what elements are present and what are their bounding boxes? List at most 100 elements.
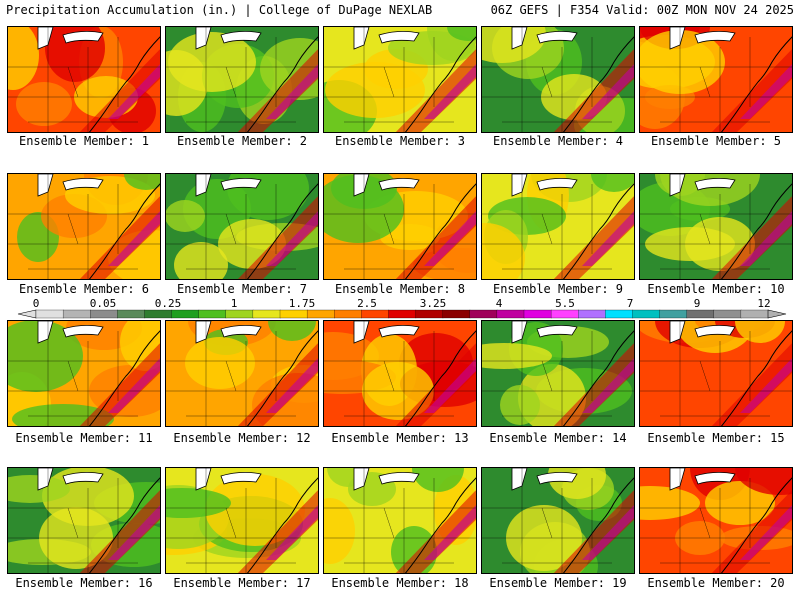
member-map — [7, 173, 161, 280]
member-map — [165, 173, 319, 280]
member-caption: Ensemble Member: 4 — [492, 134, 624, 148]
colorbar-swatch — [605, 309, 634, 319]
member-map — [639, 26, 793, 133]
member-map — [323, 467, 477, 574]
member-caption: Ensemble Member: 5 — [650, 134, 782, 148]
legend-tick-label: 12 — [757, 297, 771, 310]
member-map — [639, 320, 793, 427]
member-map — [323, 26, 477, 133]
member-map — [7, 26, 161, 133]
colorbar-swatch — [361, 309, 390, 319]
precip-map — [324, 468, 476, 573]
member-map — [323, 173, 477, 280]
member-map — [7, 320, 161, 427]
colorbar-swatch — [225, 309, 254, 319]
colorbar-swatch — [469, 309, 498, 319]
colorbar-swatch — [62, 309, 91, 319]
colorbar-swatch — [659, 309, 688, 319]
legend-tick-label: 2.5 — [357, 297, 377, 310]
precip-map — [640, 321, 792, 426]
member-map — [165, 467, 319, 574]
colorbar-swatch — [550, 309, 579, 319]
member-caption: Ensemble Member: 17 — [173, 576, 311, 590]
colorbar-swatch — [496, 309, 525, 319]
precip-map — [482, 321, 634, 426]
member-caption: Ensemble Member: 19 — [489, 576, 627, 590]
legend-tick-label: 1 — [230, 297, 238, 310]
member-caption: Ensemble Member: 9 — [492, 282, 624, 296]
legend-tick-label: 0 — [32, 297, 40, 310]
precip-map — [640, 27, 792, 132]
colorbar-swatch — [144, 309, 173, 319]
member-caption: Ensemble Member: 20 — [647, 576, 785, 590]
colorbar-swatch — [306, 309, 335, 319]
member-caption: Ensemble Member: 11 — [15, 431, 153, 445]
member-map — [639, 467, 793, 574]
member-map — [481, 26, 635, 133]
member-caption: Ensemble Member: 3 — [334, 134, 466, 148]
colorbar-swatch — [523, 309, 552, 319]
colorbar-swatch — [578, 309, 606, 319]
legend-tick-label: 7 — [626, 297, 634, 310]
legend-tick-label: 0.05 — [89, 297, 117, 310]
precip-map — [482, 468, 634, 573]
member-caption: Ensemble Member: 10 — [647, 282, 785, 296]
legend-tick-label: 3.25 — [419, 297, 447, 310]
colorbar-swatch — [334, 309, 362, 319]
precip-map — [324, 321, 476, 426]
member-caption: Ensemble Member: 8 — [334, 282, 466, 296]
precip-map — [8, 468, 160, 573]
precip-map — [166, 27, 318, 132]
member-caption: Ensemble Member: 15 — [647, 431, 785, 445]
precip-map — [166, 174, 318, 279]
precip-map — [482, 174, 634, 279]
colorbar-swatch — [442, 309, 471, 319]
colorbar-swatch — [740, 309, 769, 319]
legend-tick-label: 4 — [495, 297, 503, 310]
member-map — [481, 467, 635, 574]
colorbar-swatch — [171, 309, 200, 319]
colorbar-swatch — [279, 309, 308, 319]
colorbar-swatch — [686, 309, 715, 319]
precip-map — [640, 468, 792, 573]
colorbar-swatch — [713, 309, 742, 319]
member-caption: Ensemble Member: 6 — [18, 282, 150, 296]
member-caption: Ensemble Member: 1 — [18, 134, 150, 148]
precip-map — [482, 27, 634, 132]
colorbar-swatch — [415, 309, 444, 319]
member-map — [639, 173, 793, 280]
colorbar-swatch — [198, 309, 227, 319]
colorbar — [17, 309, 787, 319]
legend-tick-label: 5.5 — [555, 297, 575, 310]
colorbar-swatch — [90, 309, 118, 319]
member-map — [323, 320, 477, 427]
member-caption: Ensemble Member: 12 — [173, 431, 311, 445]
legend-tick-label: 0.25 — [154, 297, 182, 310]
member-caption: Ensemble Member: 13 — [331, 431, 469, 445]
precip-map — [324, 174, 476, 279]
member-caption: Ensemble Member: 18 — [331, 576, 469, 590]
precip-map — [640, 174, 792, 279]
member-caption: Ensemble Member: 14 — [489, 431, 627, 445]
member-caption: Ensemble Member: 7 — [176, 282, 308, 296]
valid-time: 06Z GEFS | F354 Valid: 00Z MON NOV 24 20… — [490, 3, 794, 17]
member-map — [481, 320, 635, 427]
chart-title: Precipitation Accumulation (in.) | Colle… — [6, 3, 433, 17]
member-map — [481, 173, 635, 280]
precip-map — [166, 321, 318, 426]
member-caption: Ensemble Member: 2 — [176, 134, 308, 148]
member-map — [165, 26, 319, 133]
colorbar-swatch — [252, 309, 281, 319]
member-caption: Ensemble Member: 16 — [15, 576, 153, 590]
colorbar-swatch — [117, 309, 146, 319]
precip-map — [8, 321, 160, 426]
precip-map — [166, 468, 318, 573]
precip-map — [8, 174, 160, 279]
colorbar-swatch — [388, 309, 417, 319]
member-map — [7, 467, 161, 574]
colorbar-swatch — [35, 309, 64, 319]
legend-tick-label: 9 — [693, 297, 701, 310]
legend-tick-label: 1.75 — [288, 297, 316, 310]
precip-map — [324, 27, 476, 132]
colorbar-swatch — [632, 309, 661, 319]
